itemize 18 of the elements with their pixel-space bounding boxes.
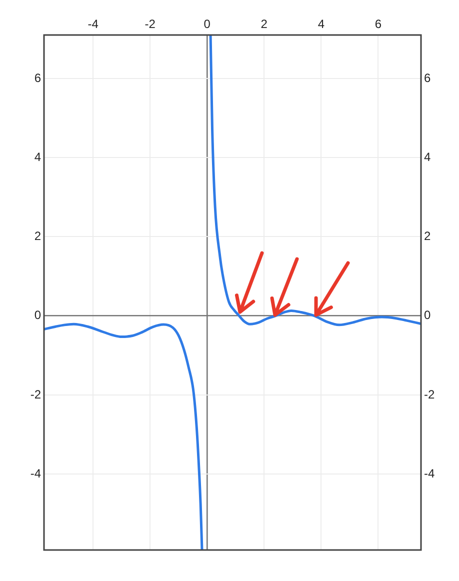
x-tick-label: 0 <box>204 17 211 32</box>
y2-tick-label: 0 <box>424 308 431 322</box>
x-tick-label: 6 <box>374 17 382 32</box>
y2-tick-label: -2 <box>424 387 435 402</box>
x-tick-label: -4 <box>88 17 99 32</box>
y-tick-label: 2 <box>34 229 42 244</box>
y-tick-label: -2 <box>30 387 42 402</box>
y-tick-label: 0 <box>34 308 42 322</box>
y-tick-label: 6 <box>34 70 42 85</box>
y2-tick-label: 2 <box>424 229 431 244</box>
y-tick-label: 4 <box>34 150 42 164</box>
y2-tick-label: 6 <box>424 70 431 85</box>
x-tick-label: 4 <box>318 17 325 32</box>
y2-tick-label: 4 <box>424 150 431 164</box>
x-tick-label: 2 <box>260 17 268 32</box>
y-tick-label: -4 <box>30 466 42 480</box>
y2-tick-label: -4 <box>424 466 435 480</box>
x-tick-label: -2 <box>144 17 156 32</box>
